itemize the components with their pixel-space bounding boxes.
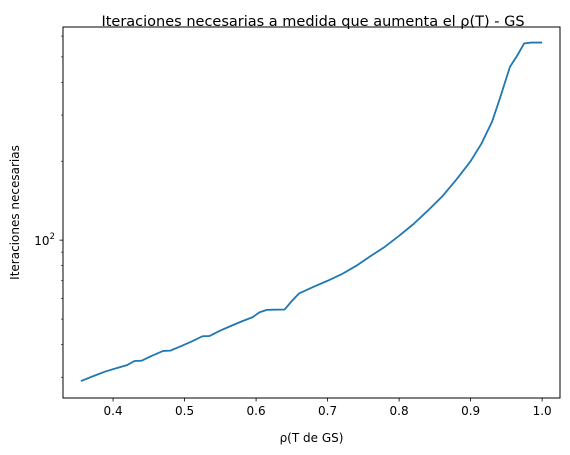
x-tick-label: 0.7 <box>318 404 337 418</box>
x-tick-label: 0.5 <box>175 404 194 418</box>
plot-frame <box>62 26 561 399</box>
y-axis-label: Iteraciones necesarias <box>8 145 22 280</box>
x-tick-label: 0.4 <box>104 404 123 418</box>
x-tick-label: 0.9 <box>461 404 480 418</box>
x-tick-label: 0.6 <box>247 404 266 418</box>
x-ticks: 0.4 0.5 0.6 0.7 0.8 0.9 1.0 <box>104 398 552 418</box>
y-tick-label: 102 <box>34 232 55 248</box>
x-tick-label: 0.8 <box>390 404 409 418</box>
series-line <box>80 41 543 382</box>
chart-title: Iteraciones necesarias a medida que aume… <box>101 14 524 30</box>
y-major-ticks: 102 <box>34 232 63 248</box>
x-axis-label: ρ(T de GS) <box>280 431 344 445</box>
x-tick-label: 1.0 <box>533 404 552 418</box>
